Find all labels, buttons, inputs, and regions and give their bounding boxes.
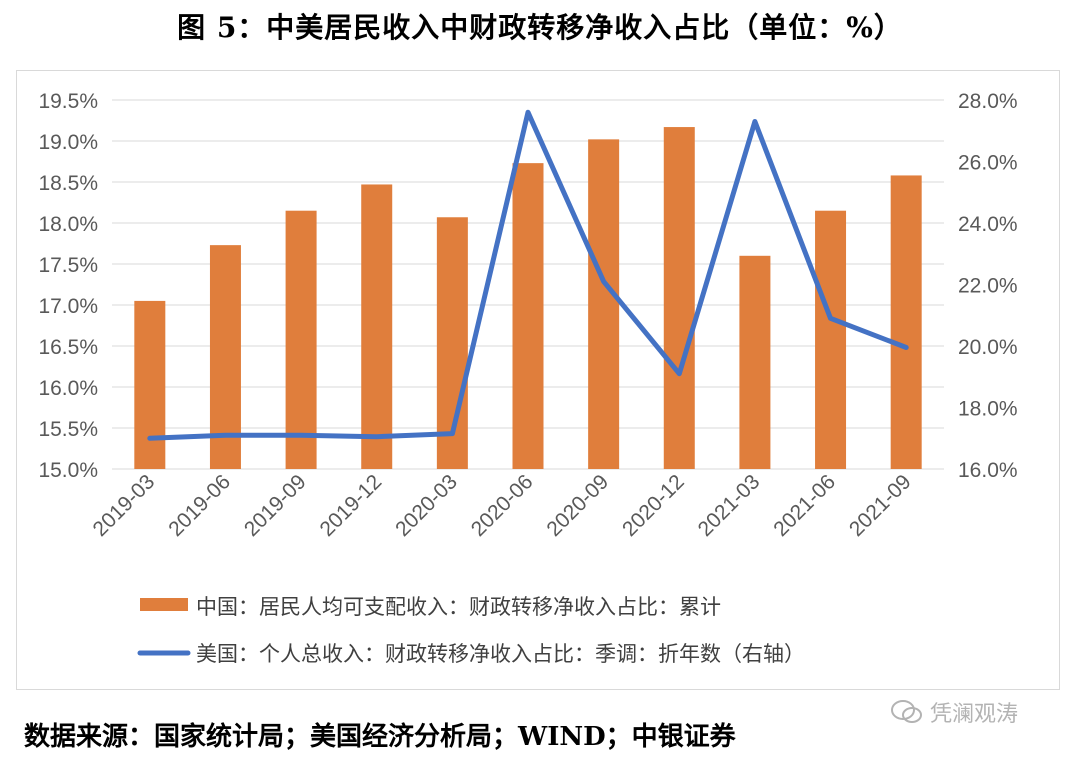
bar: [285, 210, 317, 469]
wechat-icon: [890, 698, 924, 732]
line-point: [147, 436, 152, 441]
right-axis-tick-label: 24.0%: [958, 213, 1018, 236]
chart-title: 图 5：中美居民收入中财政转移净收入占比（单位：%）: [177, 11, 903, 44]
right-axis-tick-label: 20.0%: [958, 336, 1018, 359]
x-axis-tick-label: 2019-12: [315, 470, 386, 541]
line-point: [601, 279, 606, 284]
x-axis-tick-label: 2019-03: [89, 470, 160, 541]
left-axis-tick-label: 16.5%: [38, 336, 98, 359]
left-axis-tick-label: 17.5%: [38, 254, 98, 277]
x-axis-tick-label: 2020-09: [542, 470, 613, 541]
line-point: [223, 433, 228, 438]
line-point: [299, 433, 304, 438]
bar: [588, 139, 620, 470]
x-axis-tick-label: 2020-06: [467, 470, 538, 541]
left-axis-tick-label: 19.0%: [38, 131, 98, 154]
watermark: 凭澜观涛: [890, 696, 1018, 732]
right-axis-tick-label: 18.0%: [958, 398, 1018, 421]
combo-chart: 15.0% 15.5% 16.0% 16.5% 17.0% 17.5% 18.0% 18.5%…: [38, 90, 1018, 666]
legend-swatch-bar: [140, 598, 188, 611]
bar: [361, 184, 393, 469]
x-axis-tick-label: 2021-09: [845, 470, 916, 541]
watermark-text: 凭澜观涛: [930, 702, 1019, 727]
bar: [890, 175, 922, 469]
right-axis-tick-label: 26.0%: [958, 152, 1018, 175]
legend-label-bar: 中国：居民人均可支配收入：财政转移净收入占比：累计: [196, 595, 721, 619]
left-axis-tick-label: 15.5%: [38, 418, 98, 441]
left-axis-tick-label: 15.0%: [38, 459, 98, 482]
right-axis-tick-label: 22.0%: [958, 275, 1018, 298]
x-axis-tick-label: 2020-03: [391, 470, 462, 541]
left-axis-tick-label: 18.5%: [38, 172, 98, 195]
left-axis-tick-label: 16.0%: [38, 377, 98, 400]
bar: [134, 300, 166, 469]
bar: [739, 255, 771, 469]
legend-label-line: 美国：个人总收入：财政转移净收入占比：季调：折年数（右轴）: [196, 642, 805, 666]
line-point: [374, 434, 379, 439]
line-point: [526, 110, 530, 115]
line-point: [752, 119, 757, 124]
data-source: 数据来源：国家统计局；美国经济分析局；WIND；中银证券: [24, 722, 736, 752]
bar: [209, 245, 241, 469]
left-axis-tick-label: 17.0%: [38, 295, 98, 318]
bar: [663, 127, 695, 469]
chart-frame: [16, 70, 1060, 690]
bar: [512, 163, 544, 469]
left-axis-tick-label: 19.5%: [38, 90, 98, 113]
line-point: [828, 316, 833, 321]
x-axis-tick-label: 2021-06: [769, 470, 840, 541]
line-point: [450, 431, 455, 436]
bar: [815, 210, 847, 469]
right-axis-tick-label: 28.0%: [958, 90, 1018, 113]
x-axis-tick-label: 2020-12: [618, 470, 689, 541]
line-point: [677, 371, 682, 376]
x-axis-tick-label: 2019-06: [164, 470, 235, 541]
right-axis-tick-label: 16.0%: [958, 459, 1018, 482]
x-axis-tick-label: 2021-03: [694, 470, 765, 541]
left-axis-tick-label: 18.0%: [38, 213, 98, 236]
line-point: [904, 345, 909, 350]
x-axis-tick-label: 2019-09: [240, 470, 311, 541]
